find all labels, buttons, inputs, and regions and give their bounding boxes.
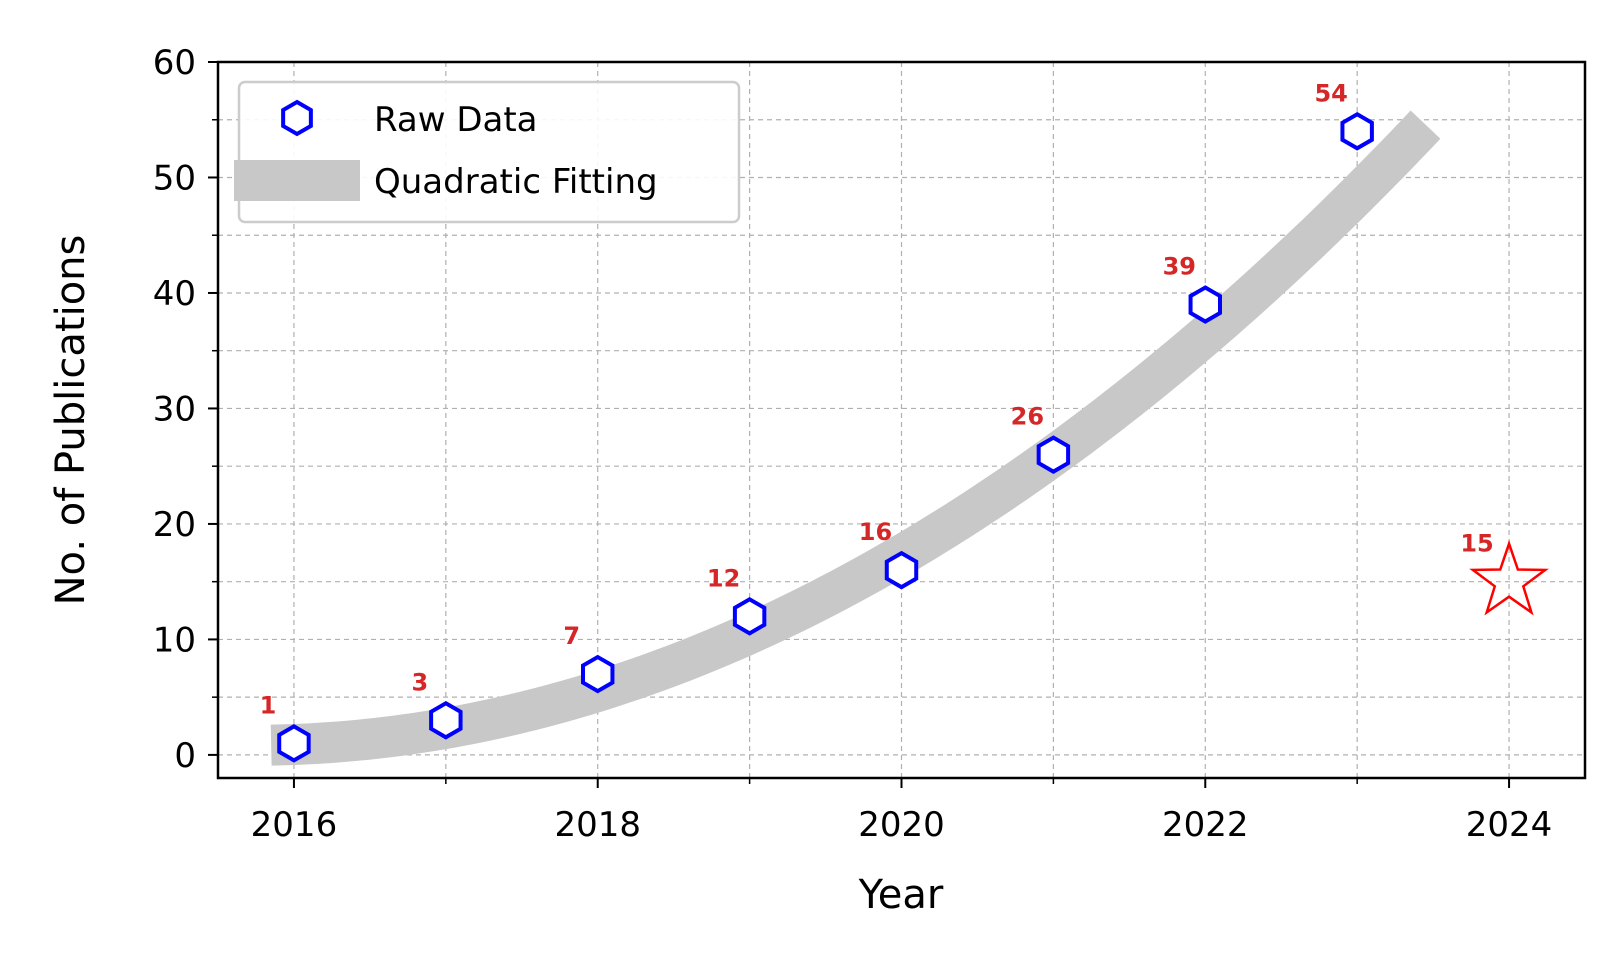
x-tick-label: 2022 xyxy=(1162,805,1249,845)
raw-data-point xyxy=(884,550,919,590)
raw-data-point xyxy=(581,654,615,694)
x-tick-label: 2016 xyxy=(251,805,338,845)
legend-box xyxy=(237,80,741,224)
y-tick-label: 60 xyxy=(153,43,196,83)
data-label: 1 xyxy=(260,691,277,719)
legend-raw-data-marker xyxy=(281,99,313,137)
y-tick-label: 0 xyxy=(174,736,196,776)
y-tick-label: 20 xyxy=(153,505,196,545)
raw-data-point xyxy=(732,597,767,636)
quadratic-fitting-band xyxy=(260,110,1441,766)
legend-raw-data-label: Raw Data xyxy=(374,100,538,140)
ticks-layer: 2016 2018 2020 2022 2024 0 10 20 30 40 50 60 xyxy=(153,43,1553,845)
y-axis-title: No. of Publications xyxy=(48,235,94,606)
x-tick-label: 2024 xyxy=(1466,805,1553,845)
raw-data-point xyxy=(1188,285,1222,324)
raw-data-point xyxy=(429,700,463,740)
legend-quadratic-fitting-swatch xyxy=(234,160,360,201)
raw-data-point xyxy=(277,724,311,763)
raw-data-point xyxy=(1340,111,1374,151)
data-label: 3 xyxy=(411,668,428,696)
data-label: 15 xyxy=(1460,530,1493,558)
data-labels-layer: 1 3 7 12 16 26 39 54 15 xyxy=(260,79,1494,719)
x-axis-title: Year xyxy=(858,872,944,918)
x-tick-label: 2018 xyxy=(554,805,641,845)
fit-band-layer xyxy=(260,110,1441,766)
legend: Raw Data Quadratic Fitting xyxy=(234,80,741,224)
points-layer xyxy=(277,111,1549,763)
raw-data-point xyxy=(1036,435,1071,474)
data-label: 16 xyxy=(859,518,892,546)
data-label: 26 xyxy=(1011,403,1044,431)
y-tick-label: 50 xyxy=(153,158,196,198)
data-label: 12 xyxy=(707,564,740,592)
data-label: 7 xyxy=(563,622,580,650)
y-tick-label: 40 xyxy=(153,274,196,314)
y-tick-label: 10 xyxy=(153,620,196,660)
highlight-star-point xyxy=(1469,539,1549,616)
data-label: 39 xyxy=(1163,253,1196,281)
x-tick-label: 2020 xyxy=(858,805,945,845)
data-label: 54 xyxy=(1314,79,1347,107)
legend-quadratic-fitting-label: Quadratic Fitting xyxy=(374,162,658,202)
y-tick-label: 30 xyxy=(153,389,196,429)
